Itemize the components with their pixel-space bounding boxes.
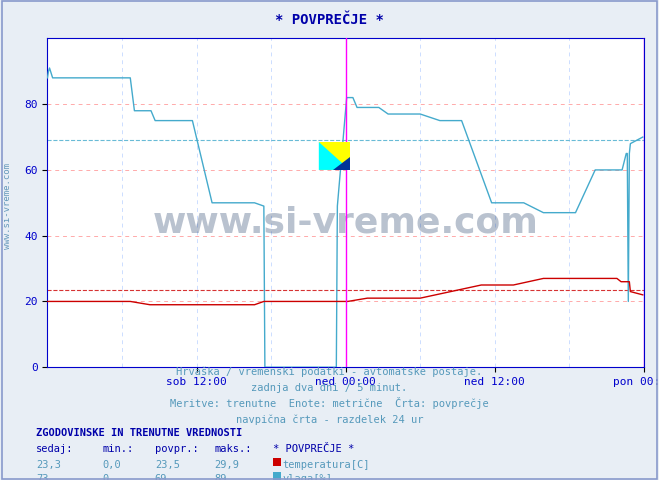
Text: 0,0: 0,0 (102, 459, 121, 469)
Bar (319, 142, 350, 170)
Text: temperatura[C]: temperatura[C] (283, 459, 370, 469)
Text: vlaga[%]: vlaga[%] (283, 474, 333, 480)
Text: 73: 73 (36, 474, 49, 480)
Text: min.:: min.: (102, 444, 133, 454)
Polygon shape (319, 142, 350, 170)
Text: 69: 69 (155, 474, 167, 480)
Text: 89: 89 (214, 474, 227, 480)
Text: * POVPREČJE *: * POVPREČJE * (273, 444, 355, 454)
Text: 29,9: 29,9 (214, 459, 239, 469)
Text: 0: 0 (102, 474, 108, 480)
Text: * POVPREČJE *: * POVPREČJE * (275, 13, 384, 27)
Text: povpr.:: povpr.: (155, 444, 198, 454)
Text: Hrvaška / vremenski podatki - avtomatske postaje.: Hrvaška / vremenski podatki - avtomatske… (177, 367, 482, 377)
Text: maks.:: maks.: (214, 444, 252, 454)
Text: ZGODOVINSKE IN TRENUTNE VREDNOSTI: ZGODOVINSKE IN TRENUTNE VREDNOSTI (36, 428, 243, 438)
Text: 23,5: 23,5 (155, 459, 180, 469)
Text: zadnja dva dni / 5 minut.: zadnja dva dni / 5 minut. (251, 383, 408, 393)
Text: navpična črta - razdelek 24 ur: navpična črta - razdelek 24 ur (236, 414, 423, 425)
Text: www.si-vreme.com: www.si-vreme.com (153, 205, 538, 240)
Text: 23,3: 23,3 (36, 459, 61, 469)
Text: Meritve: trenutne  Enote: metrične  Črta: povprečje: Meritve: trenutne Enote: metrične Črta: … (170, 397, 489, 409)
Polygon shape (333, 157, 350, 170)
Text: www.si-vreme.com: www.si-vreme.com (3, 163, 13, 250)
Text: sedaj:: sedaj: (36, 444, 74, 454)
